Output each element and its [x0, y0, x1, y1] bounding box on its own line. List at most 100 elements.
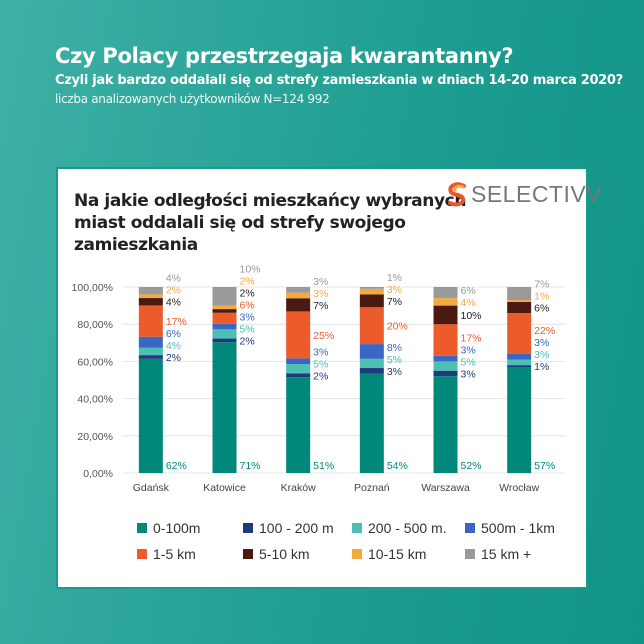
data-label: 10%: [240, 263, 261, 275]
y-tick-label: 60,00%: [77, 356, 113, 368]
legend-label: 1-5 km: [153, 546, 196, 562]
bar-segment: [286, 311, 311, 359]
data-label: 2%: [166, 285, 181, 297]
y-tick-label: 40,00%: [77, 394, 113, 406]
legend-item: 0-100m: [137, 520, 200, 536]
bar-segment: [212, 287, 237, 306]
bar-segment: [433, 305, 458, 325]
bar-segment: [286, 287, 311, 293]
bar-segment: [212, 342, 237, 473]
data-label: 62%: [166, 460, 187, 472]
legend-swatch: [465, 523, 475, 533]
bar-segment: [433, 324, 458, 356]
bar-segment: [212, 338, 237, 343]
data-label: 10%: [461, 310, 482, 322]
legend-item: 1-5 km: [137, 546, 196, 562]
page-title: Czy Polacy przestrzegaja kwarantanny?: [55, 44, 514, 68]
bar-segment: [212, 312, 237, 324]
data-label: 2%: [240, 335, 255, 347]
legend-item: 10-15 km: [352, 546, 426, 562]
data-label: 3%: [313, 288, 328, 300]
data-label: 22%: [534, 325, 555, 337]
legend-swatch: [352, 549, 362, 559]
bar-segment: [507, 287, 532, 301]
legend-swatch: [352, 523, 362, 533]
y-tick-label: 100,00%: [72, 282, 113, 294]
bar-segment: [433, 287, 458, 299]
data-label: 3%: [313, 346, 328, 358]
data-label: 6%: [166, 328, 181, 340]
bar-segment: [359, 373, 384, 473]
data-label: 5%: [313, 358, 328, 370]
x-tick-label: Katowice: [203, 482, 246, 494]
data-label: 3%: [313, 276, 328, 288]
bar-segment: [507, 365, 532, 367]
data-label: 2%: [166, 352, 181, 364]
data-label: 3%: [534, 349, 549, 361]
y-tick-label: 0,00%: [83, 468, 113, 480]
legend-item: 500m - 1km: [465, 520, 555, 536]
x-tick-label: Wrocław: [499, 482, 539, 494]
bar-segment: [359, 358, 384, 369]
bar-segment: [286, 364, 311, 374]
data-label: 7%: [387, 296, 402, 308]
data-label: 4%: [166, 273, 181, 285]
data-label: 5%: [240, 323, 255, 335]
bar-segment: [359, 344, 384, 359]
data-label: 7%: [313, 300, 328, 312]
data-label: 4%: [166, 340, 181, 352]
legend-label: 10-15 km: [368, 546, 427, 562]
data-label: 3%: [534, 337, 549, 349]
bar-segment: [433, 298, 458, 306]
legend-label: 500m - 1km: [481, 520, 555, 536]
data-label: 4%: [166, 297, 181, 309]
bar-segment: [138, 336, 163, 348]
bar-segment: [286, 298, 311, 312]
data-label: 8%: [387, 342, 402, 354]
data-label: 52%: [461, 460, 482, 472]
x-tick-label: Gdańsk: [133, 482, 170, 494]
legend-label: 0-100m: [153, 520, 201, 536]
x-tick-label: Warszawa: [421, 482, 470, 494]
legend-item: 200 - 500 m.: [352, 520, 447, 536]
y-tick-label: 80,00%: [77, 319, 113, 331]
data-label: 3%: [387, 366, 402, 378]
bar-segment: [433, 355, 458, 362]
bar-segment: [212, 305, 237, 310]
data-label: 6%: [534, 302, 549, 314]
legend-item: 15 km +: [465, 546, 531, 562]
data-label: 3%: [240, 311, 255, 323]
bar-segment: [138, 358, 163, 473]
legend-item: 5-10 km: [243, 546, 310, 562]
data-label: 57%: [534, 460, 555, 472]
bar-segment: [359, 288, 384, 295]
data-label: 2%: [240, 287, 255, 299]
sample-size-note: liczba analizowanych użytkowników N=124 …: [55, 92, 330, 106]
data-label: 3%: [461, 368, 476, 380]
bar-segment: [138, 305, 163, 337]
bar-segment: [507, 359, 532, 366]
x-tick-label: Kraków: [281, 482, 316, 494]
data-label: 54%: [387, 460, 408, 472]
legend-swatch: [137, 523, 147, 533]
legend-swatch: [243, 549, 253, 559]
data-label: 1%: [534, 290, 549, 302]
data-label: 5%: [387, 354, 402, 366]
data-label: 5%: [461, 356, 476, 368]
bar-segment: [212, 323, 237, 330]
selectivv-logo: SELECTIVV: [446, 181, 602, 208]
data-label: 1%: [387, 272, 402, 284]
bar-segment: [359, 368, 384, 374]
legend-label: 100 - 200 m: [259, 520, 334, 536]
bar-segment: [286, 377, 311, 473]
data-label: 7%: [534, 278, 549, 290]
legend-label: 15 km +: [481, 546, 532, 562]
bar-segment: [138, 298, 163, 306]
bar-segment: [359, 307, 384, 345]
page-subtitle: Czyli jak bardzo oddalali się od strefy …: [55, 73, 623, 88]
bar-segment: [138, 294, 163, 299]
legend-item: 100 - 200 m: [243, 520, 334, 536]
bar-segment: [212, 309, 237, 313]
legend-swatch: [137, 549, 147, 559]
